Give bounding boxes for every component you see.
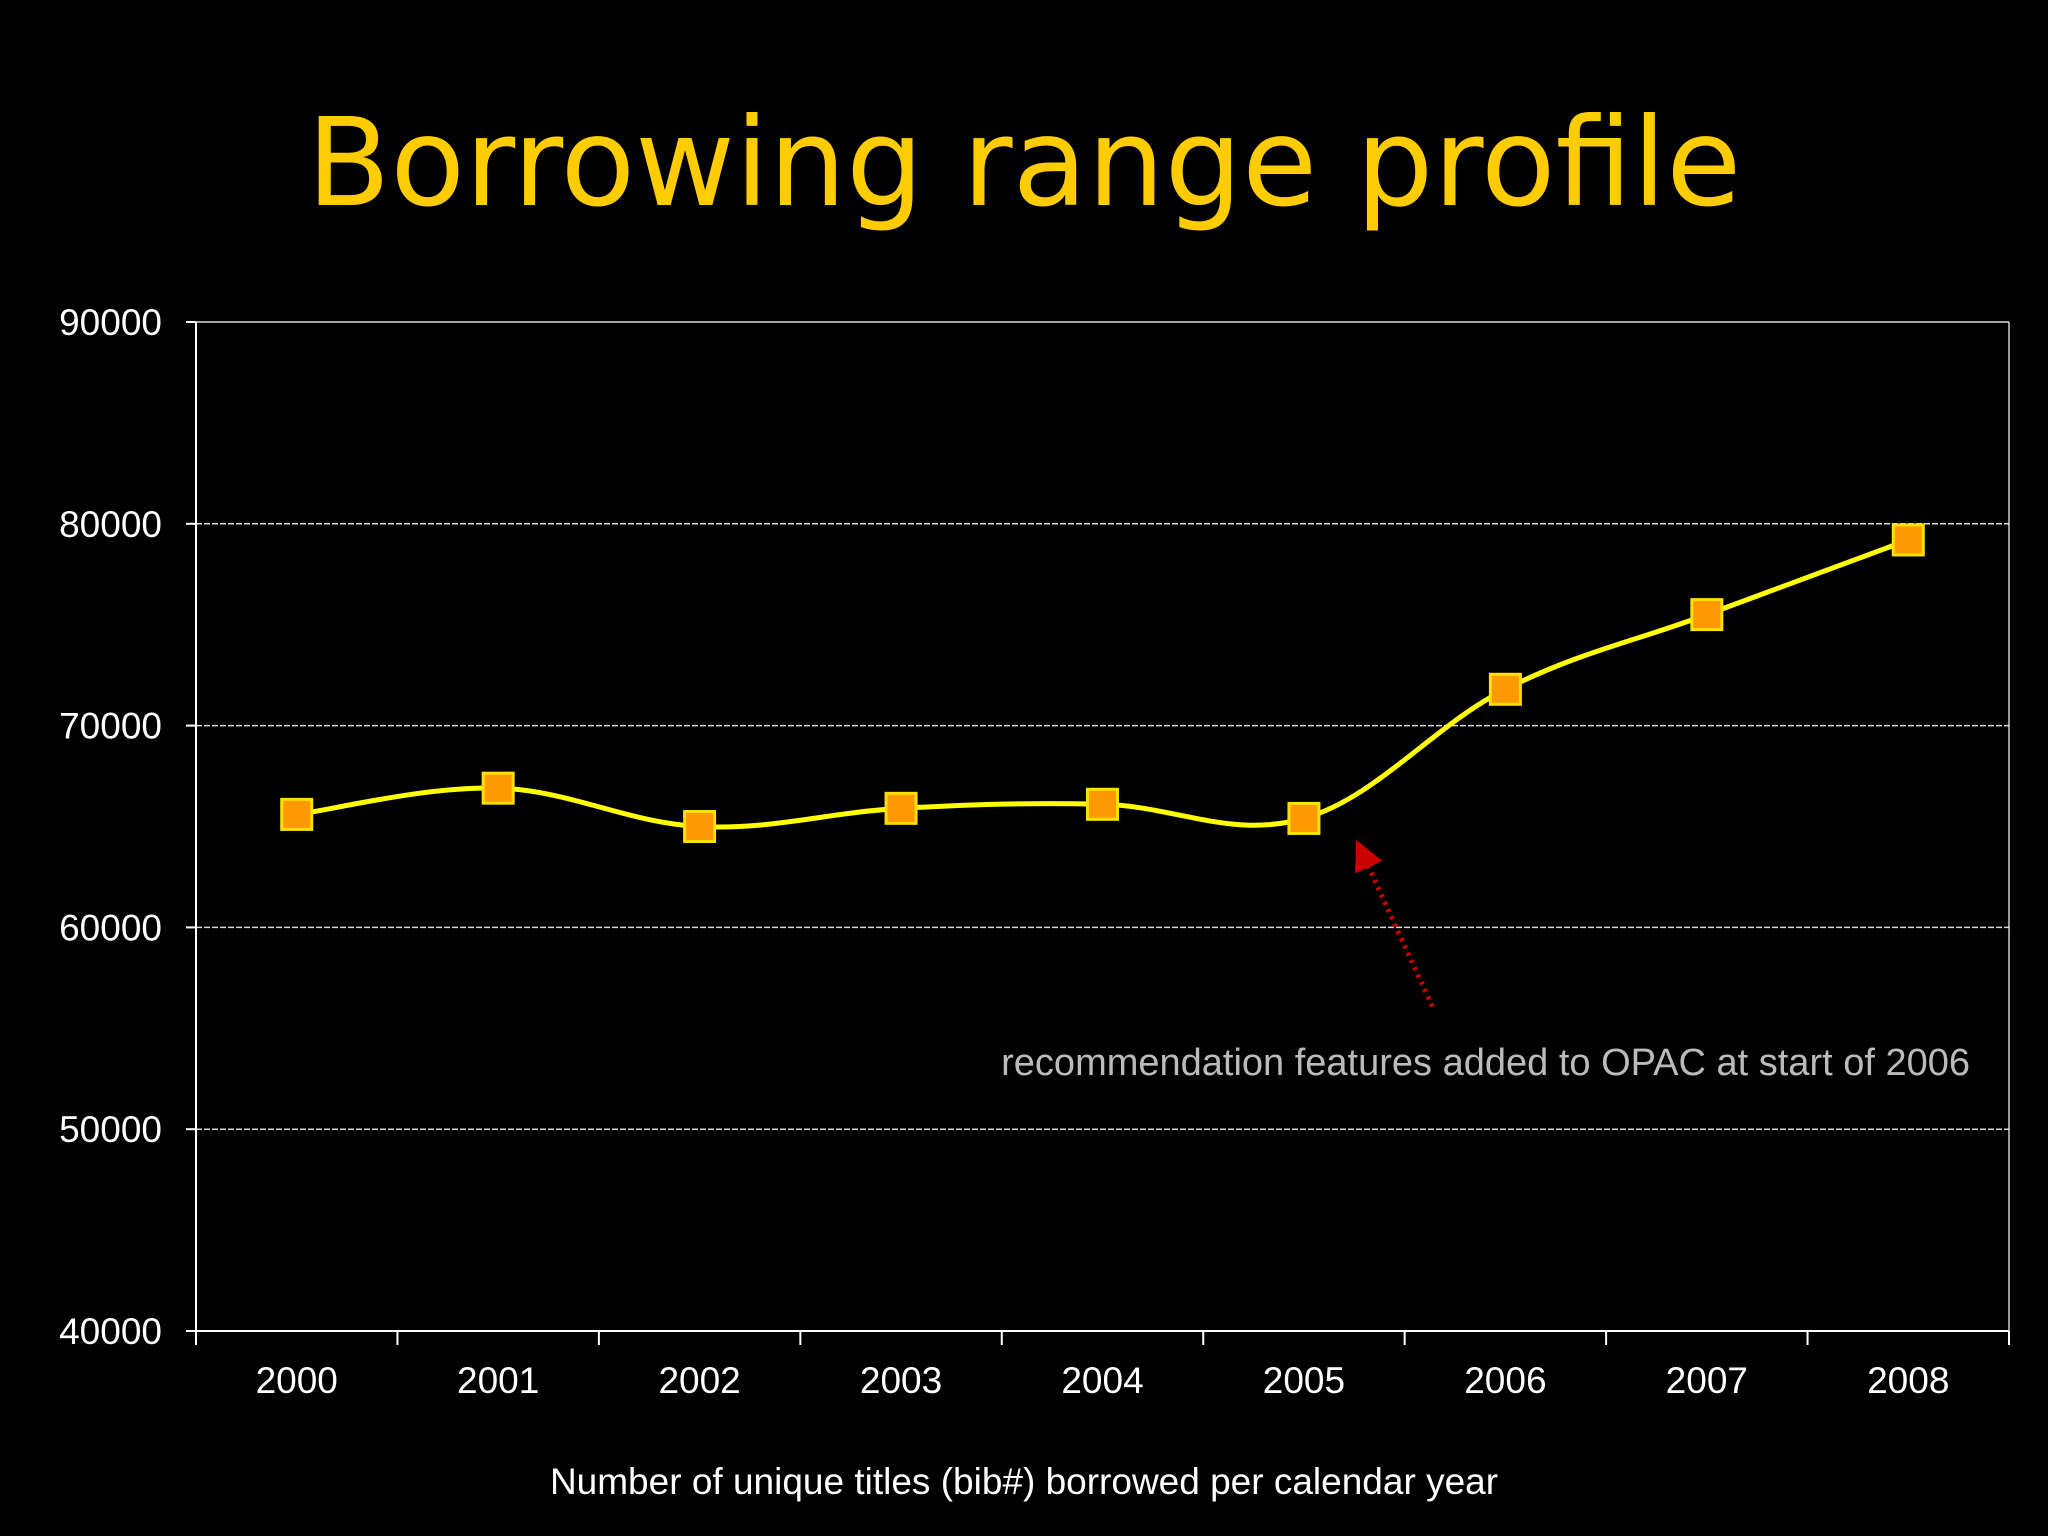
series-line (296, 537, 1910, 830)
annotation: recommendation features added to OPAC at… (1001, 839, 1970, 1084)
axes (186, 321, 2010, 1345)
x-tick-label-2002: 2002 (658, 1360, 740, 1401)
gridlines (196, 321, 2009, 1130)
x-tick-labels: 2000 2001 2002 2003 2004 2005 2006 2007 2008 (256, 1360, 1950, 1401)
data-point-2001 (481, 771, 515, 805)
y-tick-label-80000: 80000 (59, 504, 162, 545)
y-tick-label-60000: 60000 (59, 907, 162, 948)
x-tick-label-2003: 2003 (860, 1360, 942, 1401)
y-tick-label-50000: 50000 (59, 1109, 162, 1150)
data-point-2008 (1891, 523, 1925, 557)
x-tick-label-2007: 2007 (1666, 1360, 1748, 1401)
x-tick-label-2005: 2005 (1263, 1360, 1345, 1401)
data-point-2000 (280, 797, 314, 831)
series (280, 523, 1925, 843)
x-axis-caption: Number of unique titles (bib#) borrowed … (550, 1461, 1498, 1502)
data-point-2002 (683, 810, 717, 843)
x-tick-label-2008: 2008 (1867, 1360, 1949, 1401)
data-point-2007 (1690, 598, 1724, 632)
y-tick-label-40000: 40000 (59, 1311, 162, 1352)
x-tick-label-2006: 2006 (1464, 1360, 1546, 1401)
x-tick-label-2001: 2001 (457, 1360, 539, 1401)
data-point-2006 (1488, 672, 1522, 706)
data-point-2005 (1287, 801, 1321, 835)
data-point-2004 (1086, 787, 1119, 821)
y-tick-label-70000: 70000 (59, 706, 162, 747)
data-point-2003 (884, 791, 918, 825)
annotation-arrow (1355, 839, 1435, 1008)
x-tick-label-2000: 2000 (256, 1360, 338, 1401)
y-tick-label-90000: 90000 (59, 302, 162, 343)
annotation-label: recommendation features added to OPAC at… (1001, 1042, 1970, 1084)
x-tick-label-2004: 2004 (1061, 1360, 1143, 1401)
y-tick-labels: 40000 50000 60000 70000 80000 90000 (59, 302, 162, 1352)
slide-title: Borrowing range profile (306, 92, 1742, 234)
